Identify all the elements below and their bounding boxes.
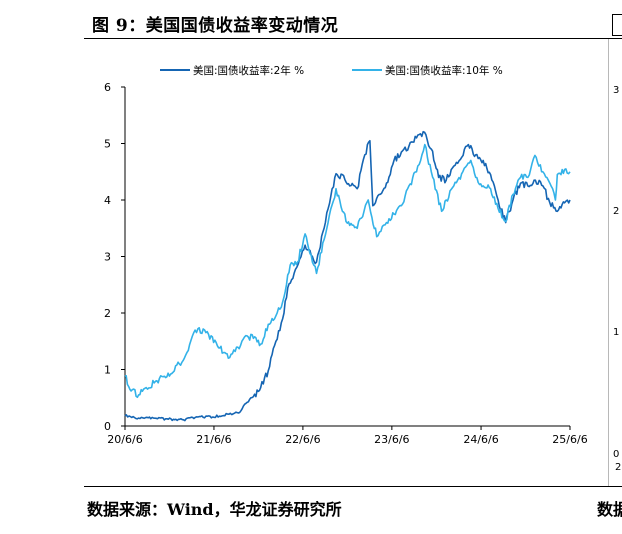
panel-divider: [608, 39, 609, 486]
legend-label: 美国:国债收益率:2年 %: [193, 64, 304, 77]
x-tick-label: 20/6/6: [107, 433, 142, 446]
right-panel-tick: 2: [615, 462, 622, 473]
y-tick-label: 2: [104, 307, 111, 320]
x-tick-label: 21/6/6: [196, 433, 231, 446]
right-panel-tick: 2: [613, 206, 620, 217]
y-tick-label: 6: [104, 81, 111, 94]
y-tick-label: 5: [104, 138, 111, 151]
series-line: [124, 143, 571, 399]
y-tick-label: 3: [104, 251, 111, 264]
chart-legend: 美国:国债收益率:2年 % 美国:国债收益率:10年 %: [160, 64, 503, 77]
right-panel-tick: 0: [613, 449, 620, 460]
source-note: 数据来源：Wind，华龙证券研究所: [87, 500, 342, 519]
x-tick-label: 24/6/6: [463, 433, 498, 446]
y-tick-label: 4: [104, 194, 111, 207]
legend-label: 美国:国债收益率:10年 %: [385, 64, 503, 77]
figure-title: 图 9：美国国债收益率变动情况: [92, 16, 339, 36]
right-panel-tick: 1: [613, 327, 620, 338]
top-rule: [84, 38, 622, 39]
x-tick-label: 23/6/6: [374, 433, 409, 446]
bottom-rule: [84, 486, 622, 487]
x-tick-label: 22/6/6: [285, 433, 320, 446]
right-panel-tick: 3: [613, 85, 620, 96]
y-tick-label: 0: [104, 420, 111, 433]
chart-lines: [124, 130, 571, 422]
y-tick-label: 1: [104, 364, 111, 377]
chart-axes: 0 1 2 3 4 5 6 20/6/6 21/6/6 22/6/6 23/6/6 24/6/6 25/…: [104, 81, 588, 446]
right-source-note: 数据: [597, 500, 622, 519]
series-line: [124, 130, 571, 422]
x-tick-label: 25/6/6: [552, 433, 587, 446]
right-panel-title-box: [612, 14, 622, 36]
